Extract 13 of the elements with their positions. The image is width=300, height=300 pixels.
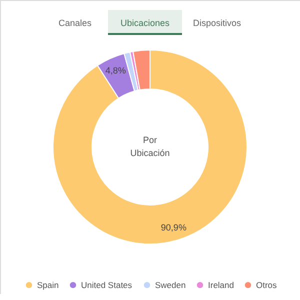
- legend-label: Otros: [256, 280, 277, 290]
- text: Dispositivos: [192, 18, 242, 28]
- text: Ubicaciones: [120, 18, 170, 28]
- legend-label: Sweden: [155, 280, 186, 290]
- legend-label: United States: [81, 280, 132, 290]
- data-label: 90,9%: [160, 222, 186, 233]
- text: Por: [142, 135, 158, 145]
- donut-slice: [52, 50, 248, 244]
- data-label: 4,8%: [105, 65, 126, 76]
- legend-label: Spain: [37, 280, 60, 290]
- text: Canales: [58, 18, 92, 28]
- text: Ubicación: [130, 148, 170, 158]
- legend-label: Ireland: [208, 280, 234, 290]
